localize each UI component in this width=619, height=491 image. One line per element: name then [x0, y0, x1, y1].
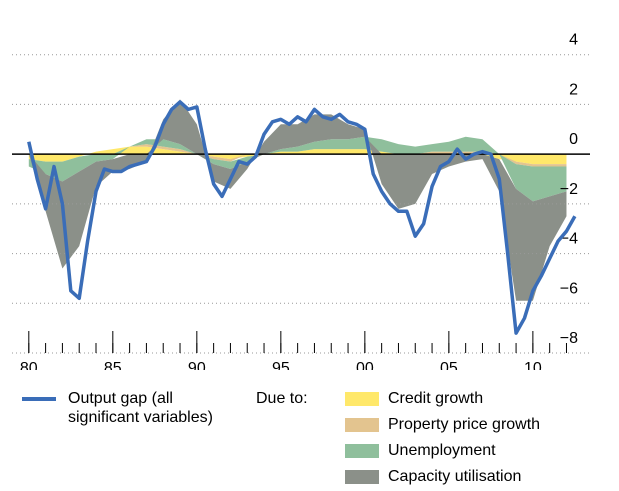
area: [28, 146, 567, 165]
x-tick-label: 05: [440, 360, 458, 370]
x-tick-label: 90: [188, 360, 206, 370]
legend-label: Credit growth: [388, 390, 484, 407]
line: [27, 100, 577, 335]
area: [28, 99, 567, 301]
legend: Output gap (all significant variables) Du…: [0, 380, 619, 491]
x-tick-label: 00: [356, 360, 374, 370]
legend-label: Unemployment: [388, 442, 496, 459]
legend-swatch: [345, 392, 379, 406]
x-tick-label: 10: [524, 360, 542, 370]
y-tick-label: −2: [560, 181, 578, 198]
y-tick-label: −4: [560, 231, 578, 248]
x-tick-label: 80: [20, 360, 38, 370]
legend-group-label: Due to:: [256, 390, 308, 407]
y-tick-label: 0: [569, 131, 578, 148]
y-tick-label: −8: [560, 330, 578, 347]
y-tick-label: 2: [569, 81, 578, 98]
legend-label: Capacity utilisation: [388, 468, 522, 485]
legend-swatch: [345, 444, 379, 458]
legend-swatch: [22, 397, 56, 401]
x-tick-label: 85: [104, 360, 122, 370]
legend-swatch: [345, 418, 379, 432]
y-tick-label: 4: [569, 32, 578, 49]
legend-label: Property price growth: [388, 416, 541, 433]
x-tick-label: 95: [272, 360, 290, 370]
legend-swatch: [345, 470, 379, 484]
legend-label: Output gap (all significant variables): [68, 390, 213, 426]
area: [28, 136, 567, 202]
y-tick-label: −6: [560, 280, 578, 297]
chart: −8 −6 −4 −2 0 2 4 80 85 90 95 00 05 10: [12, 32, 590, 370]
